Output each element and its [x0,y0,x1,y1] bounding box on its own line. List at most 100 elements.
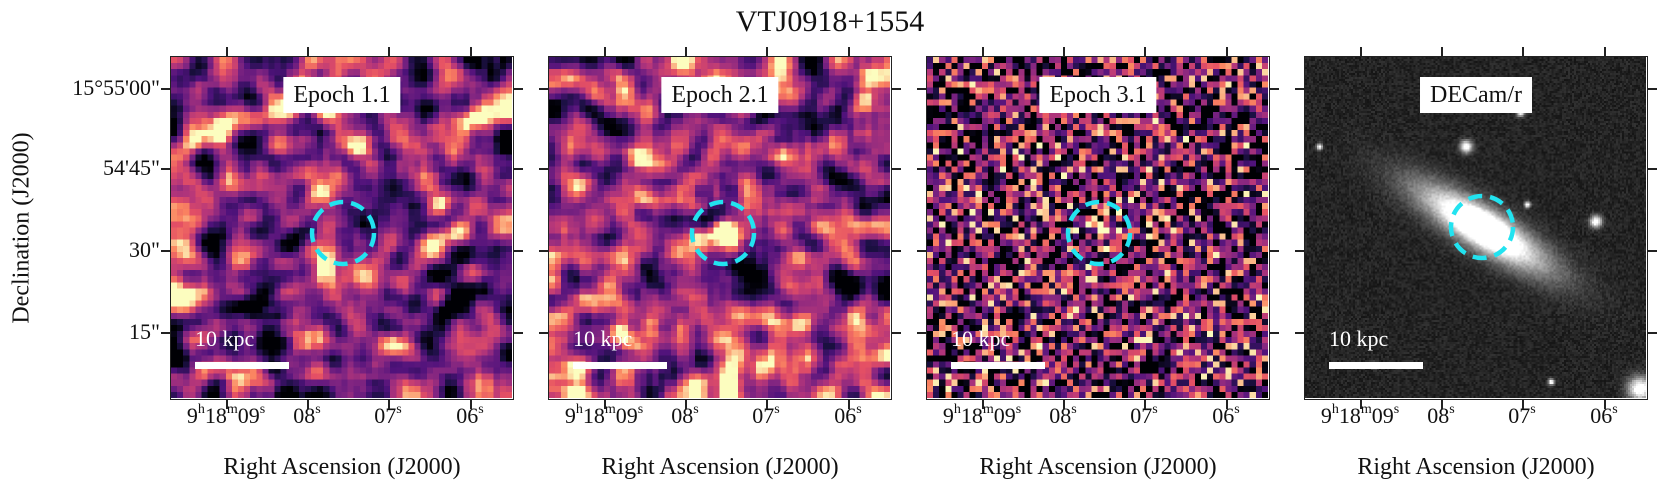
ra-tick-label: 08s [1427,402,1455,428]
x-axis-label: Right Ascension (J2000) [601,454,839,480]
tick-mark [1648,250,1657,252]
tick-mark [1648,332,1657,334]
tick-mark [982,400,984,409]
source-circle [309,199,377,267]
ra-tick-labels: 9h18m09s 08s 07s 06s [170,402,514,444]
tick-mark [1226,47,1228,56]
tick-mark [892,250,901,252]
tick-mark [1441,400,1443,409]
x-axis-label: Right Ascension (J2000) [1357,454,1595,480]
tick-mark [514,88,523,90]
tick-mark [892,168,901,170]
ra-tick-label: 08s [671,402,699,428]
tick-mark [161,88,170,90]
ra-tick-label: 07s [1508,402,1536,428]
tick-mark [1295,332,1304,334]
panel-image [1305,57,1646,398]
tick-mark [307,47,309,56]
panel-image [549,57,890,398]
tick-mark [1270,250,1279,252]
tick-mark [1648,168,1657,170]
panel-epoch-1-1: Epoch 1.1 10 kpc [170,56,514,400]
tick-mark [766,400,768,409]
source-circle [1065,199,1133,267]
tick-mark [1270,168,1279,170]
tick-mark [307,400,309,409]
tick-mark [917,332,926,334]
tick-mark [1295,88,1304,90]
tick-mark [1360,400,1362,409]
ra-tick-labels: 9h18m09s 08s 07s 06s [548,402,892,444]
tick-mark [1144,47,1146,56]
tick-mark [388,47,390,56]
tick-mark [161,332,170,334]
tick-mark [892,88,901,90]
tick-mark [604,400,606,409]
tick-mark [766,47,768,56]
tick-mark [226,47,228,56]
tick-mark [1604,400,1606,409]
panel-overlay [309,199,377,267]
ra-tick-labels: 9h18m09s 08s 07s 06s [1304,402,1648,444]
panel-overlay [1448,193,1516,261]
tick-mark [848,400,850,409]
tick-mark [1295,168,1304,170]
dec-tick-label: 30" [129,237,160,262]
ra-tick-label: 08s [293,402,321,428]
ra-tick-label: 06s [1212,402,1240,428]
tick-mark [892,332,901,334]
panel-epoch-2-1: Epoch 2.1 10 kpc [548,56,892,400]
tick-mark [539,250,548,252]
tick-mark [1522,47,1524,56]
ra-tick-label: 07s [1130,402,1158,428]
ra-tick-label: 07s [752,402,780,428]
ra-tick-label: 9h18m09s [186,402,266,428]
panel-image [927,57,1268,398]
scale-label: 10 kpc [195,326,255,351]
scale-label: 10 kpc [573,326,633,351]
panel-overlay [1065,199,1133,267]
tick-mark [1144,400,1146,409]
tick-mark [1360,47,1362,56]
ra-tick-label: 06s [456,402,484,428]
x-axis-label: Right Ascension (J2000) [979,454,1217,480]
scale-bar [1329,362,1423,369]
dec-tick-label: 54'45" [103,155,160,180]
tick-mark [1648,88,1657,90]
tick-mark [161,250,170,252]
ra-tick-label: 08s [1049,402,1077,428]
source-circle [689,199,757,267]
tick-mark [604,47,606,56]
tick-mark [1270,88,1279,90]
tick-mark [1063,400,1065,409]
tick-mark [539,88,548,90]
tick-mark [1604,47,1606,56]
tick-mark [514,250,523,252]
scale-bar [573,362,667,369]
ra-tick-label: 07s [374,402,402,428]
tick-mark [1295,250,1304,252]
tick-mark [1226,400,1228,409]
scale-label: 10 kpc [951,326,1011,351]
ra-tick-labels: 9h18m09s 08s 07s 06s [926,402,1270,444]
tick-mark [388,400,390,409]
tick-mark [470,47,472,56]
tick-mark [539,332,548,334]
tick-mark [685,400,687,409]
panel-label: DECam/r [1420,77,1532,113]
tick-mark [539,168,548,170]
tick-mark [226,400,228,409]
ra-tick-label: 9h18m09s [942,402,1022,428]
scale-bar [195,362,289,369]
tick-mark [917,250,926,252]
panel-label: Epoch 1.1 [283,77,401,113]
tick-mark [848,47,850,56]
dec-tick-label: 15°55'00" [72,75,160,100]
source-circle [1448,193,1516,261]
ra-tick-label: 9h18m09s [1320,402,1400,428]
dec-tick-label: 15" [129,319,160,344]
panel-label: Epoch 3.1 [1039,77,1157,113]
panel-decam-r: DECam/r 10 kpc [1304,56,1648,400]
x-axis-label: Right Ascension (J2000) [223,454,461,480]
tick-mark [917,88,926,90]
